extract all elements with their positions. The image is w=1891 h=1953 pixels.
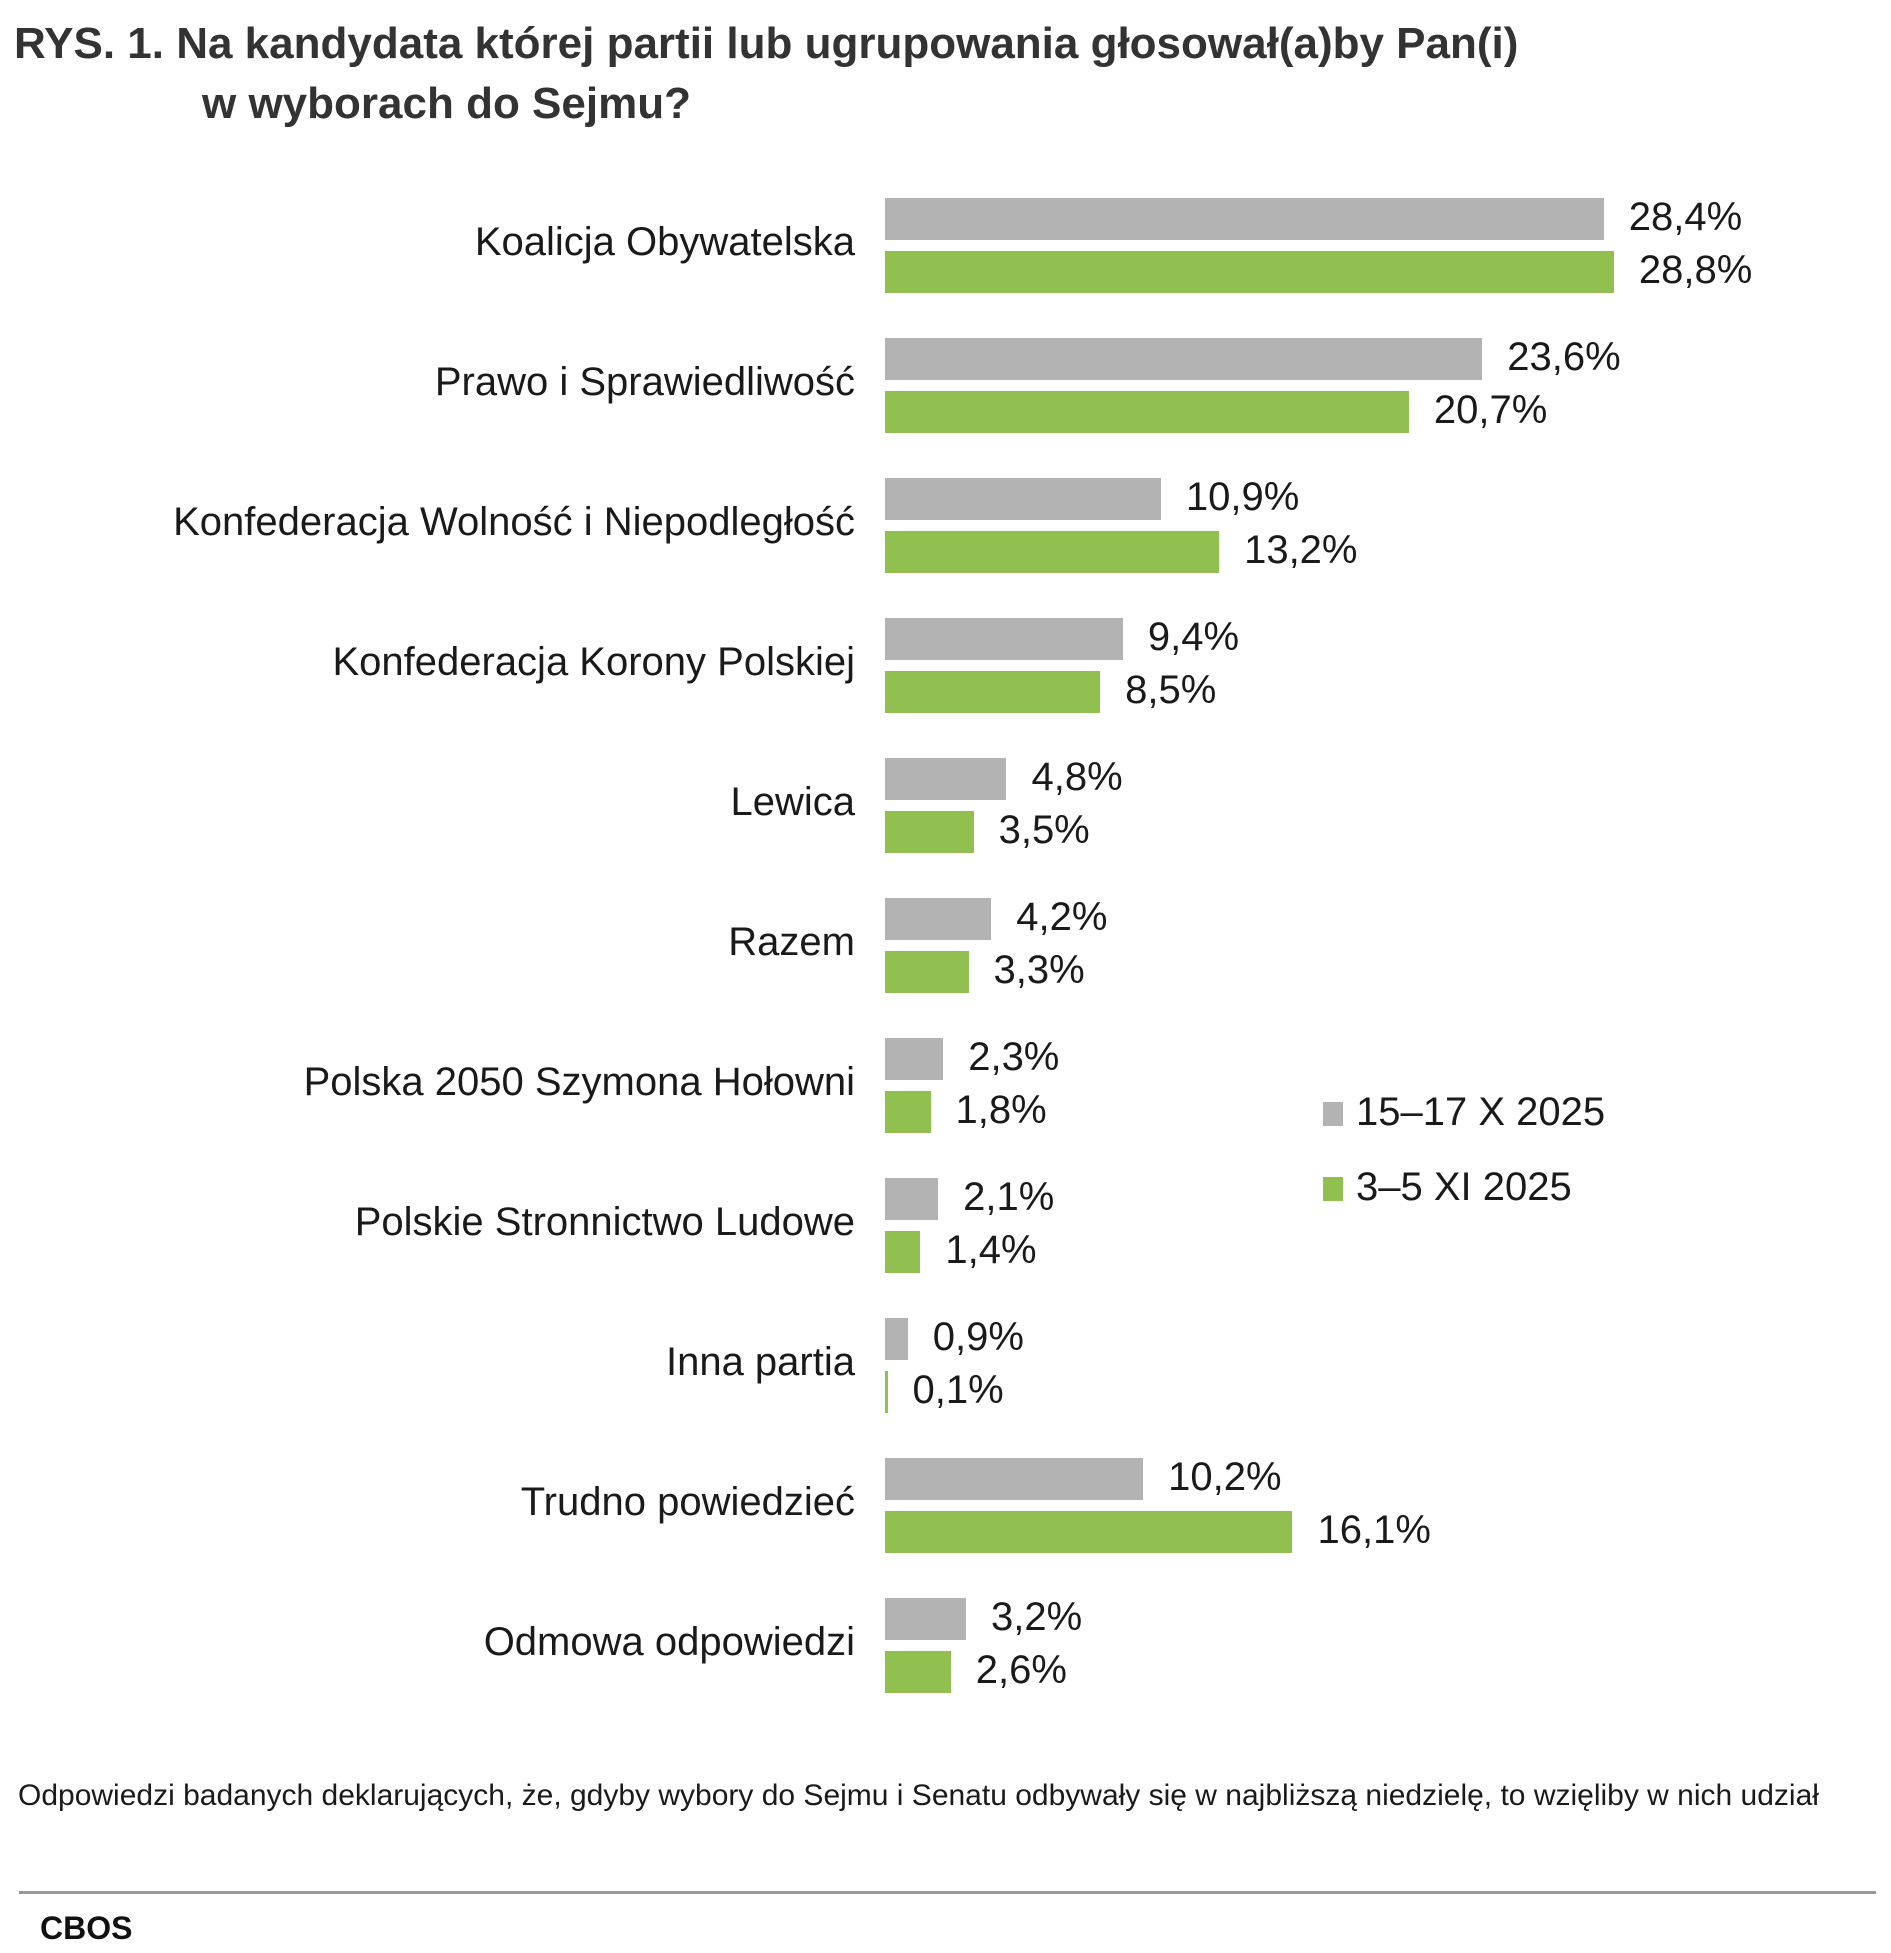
bar-series-2 (885, 391, 1409, 433)
bar-series-2 (885, 1511, 1293, 1553)
title-line-1: RYS. 1. Na kandydata której partii lub u… (14, 19, 1519, 68)
bar-series-2 (885, 1091, 931, 1133)
category-label: Lewica (730, 780, 855, 824)
bar-series-1 (885, 478, 1161, 520)
data-label: 1,4% (945, 1228, 1037, 1272)
data-label: 28,4% (1628, 195, 1743, 239)
data-label: 0,1% (912, 1368, 1004, 1412)
data-label: 2,3% (968, 1035, 1060, 1079)
bar-series-1 (885, 1318, 908, 1360)
data-label: 1,8% (955, 1088, 1047, 1132)
category-label: Inna partia (665, 1340, 855, 1384)
bar-series-1 (885, 1038, 944, 1080)
legend-label: 3–5 XI 2025 (1356, 1165, 1572, 1209)
bar-series-2 (885, 531, 1220, 573)
source-logo: CBOS (40, 1910, 133, 1946)
data-label: 0,9% (932, 1315, 1024, 1359)
category-label: Trudno powiedzieć (520, 1480, 855, 1524)
divider (19, 1891, 1876, 1894)
footnote: Odpowiedzi badanych deklarujących, że, g… (18, 1779, 1819, 1812)
bar-series-1 (885, 1458, 1144, 1500)
bar-series-1 (885, 1178, 939, 1220)
category-label: Polskie Stronnictwo Ludowe (354, 1200, 855, 1244)
data-label: 2,6% (975, 1648, 1067, 1692)
data-label: 9,4% (1147, 615, 1240, 659)
data-label: 23,6% (1507, 335, 1621, 379)
legend-swatch (1323, 1102, 1343, 1126)
data-label: 3,2% (990, 1595, 1083, 1639)
data-label: 10,9% (1185, 475, 1300, 519)
bar-series-1 (885, 758, 1007, 800)
data-label: 28,8% (1638, 248, 1753, 292)
chart-title: RYS. 1. Na kandydata której partii lub u… (14, 14, 1518, 134)
category-label: Konfederacja Wolność i Niepodległość (173, 500, 855, 544)
bar-series-1 (885, 198, 1604, 240)
legend-label: 15–17 X 2025 (1356, 1090, 1606, 1134)
category-label: Prawo i Sprawiedliwość (434, 360, 855, 404)
title-line-2: w wyborach do Sejmu? (202, 79, 691, 128)
category-label: Koalicja Obywatelska (474, 220, 855, 264)
data-label: 4,8% (1031, 755, 1123, 799)
bar-series-2 (885, 251, 1614, 293)
bar-series-2 (885, 1371, 888, 1413)
category-label: Polska 2050 Szymona Hołowni (303, 1060, 855, 1104)
category-label: Odmowa odpowiedzi (483, 1620, 855, 1664)
bar-series-1 (885, 618, 1123, 660)
bar-series-2 (885, 1231, 921, 1273)
category-label: Konfederacja Korony Polskiej (332, 640, 855, 684)
data-label: 8,5% (1125, 668, 1217, 712)
bar-series-2 (885, 1651, 951, 1693)
bar-series-1 (885, 338, 1483, 380)
category-label: Razem (728, 920, 855, 964)
data-label: 3,5% (998, 808, 1090, 852)
data-label: 3,3% (993, 948, 1085, 992)
legend-swatch (1323, 1177, 1343, 1201)
bar-series-1 (885, 898, 992, 940)
data-label: 13,2% (1244, 528, 1358, 572)
data-label: 10,2% (1168, 1455, 1282, 1499)
bar-series-2 (885, 811, 974, 853)
data-label: 4,2% (1016, 895, 1108, 939)
bar-series-2 (885, 951, 969, 993)
data-label: 2,1% (963, 1175, 1055, 1219)
data-label: 16,1% (1317, 1508, 1431, 1552)
bar-series-1 (885, 1598, 966, 1640)
data-label: 20,7% (1433, 388, 1548, 432)
bar-series-2 (885, 671, 1101, 713)
